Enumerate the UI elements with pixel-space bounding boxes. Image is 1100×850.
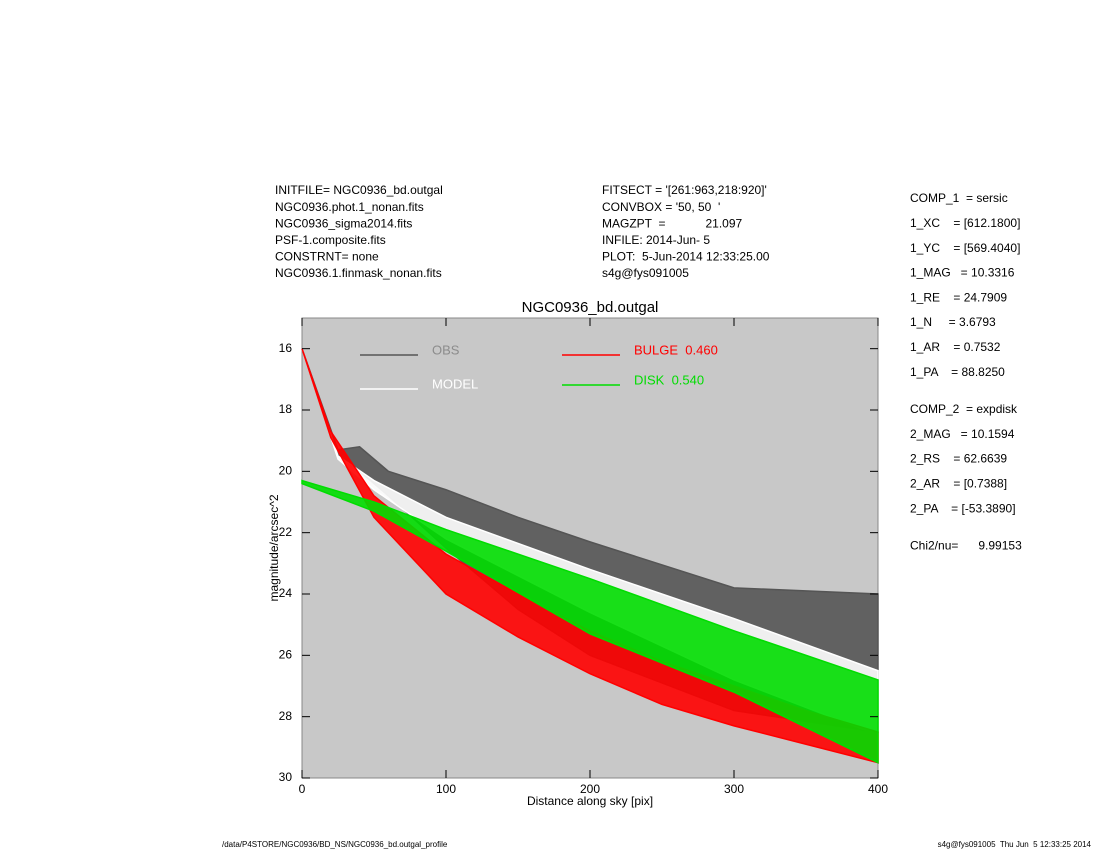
x-tick-label: 200: [580, 782, 600, 796]
y-tick-label: 30: [279, 770, 293, 784]
param-line: Chi2/nu= 9.99153: [910, 539, 1022, 553]
param-line: 1_MAG = 10.3316: [910, 266, 1015, 280]
param-line: 2_MAG = 10.1594: [910, 427, 1015, 441]
header-line: INITFILE= NGC0936_bd.outgal: [275, 183, 443, 197]
legend-label: BULGE 0.460: [634, 342, 718, 357]
header-line: NGC0936.phot.1_nonan.fits: [275, 200, 424, 214]
param-line: 1_XC = [612.1800]: [910, 216, 1020, 230]
y-tick-label: 22: [279, 525, 293, 539]
data-band: [301, 479, 879, 764]
header-line: NGC0936_sigma2014.fits: [275, 216, 412, 230]
footer-right: s4g@fys091005 Thu Jun 5 12:33:25 2014: [938, 840, 1092, 849]
legend-label: OBS: [432, 342, 460, 357]
param-line: 1_N = 3.6793: [910, 315, 996, 329]
param-line: COMP_1 = sersic: [910, 191, 1008, 205]
chart-title: NGC0936_bd.outgal: [522, 299, 659, 316]
param-line: 1_RE = 24.7909: [910, 290, 1007, 304]
param-line: 1_AR = 0.7532: [910, 340, 1001, 354]
legend-label: MODEL: [432, 376, 478, 391]
param-line: 1_PA = 88.8250: [910, 365, 1005, 379]
x-tick-label: 0: [299, 782, 306, 796]
x-tick-label: 100: [436, 782, 456, 796]
header-line: PLOT: 5-Jun-2014 12:33:25.00: [602, 250, 770, 264]
y-tick-label: 26: [279, 648, 293, 662]
y-tick-label: 16: [279, 341, 293, 355]
header-line: PSF-1.composite.fits: [275, 233, 386, 247]
param-line: COMP_2 = expdisk: [910, 402, 1018, 416]
header-line: MAGZPT = 21.097: [602, 216, 742, 230]
param-line: 2_RS = 62.6639: [910, 452, 1007, 466]
param-line: 2_PA = [-53.3890]: [910, 501, 1016, 515]
y-tick-label: 18: [279, 402, 293, 416]
y-tick-label: 28: [279, 709, 293, 723]
header-line: s4g@fys091005: [602, 266, 689, 280]
legend-label: DISK 0.540: [634, 372, 704, 387]
header-line: INFILE: 2014-Jun- 5: [602, 233, 710, 247]
header-line: CONSTRNT= none: [275, 250, 379, 264]
footer-left: /data/P4STORE/NGC0936/BD_NS/NGC0936_bd.o…: [222, 840, 448, 849]
header-line: FITSECT = '[261:963,218:920]': [602, 183, 767, 197]
x-axis-label: Distance along sky [pix]: [527, 794, 653, 808]
y-axis-label: magnitude/arcsec^2: [267, 494, 281, 601]
y-tick-label: 24: [279, 586, 293, 600]
x-tick-label: 400: [868, 782, 888, 796]
param-line: 2_AR = [0.7388]: [910, 476, 1007, 490]
x-tick-label: 300: [724, 782, 744, 796]
y-tick-label: 20: [279, 464, 293, 478]
param-line: 1_YC = [569.4040]: [910, 241, 1020, 255]
header-line: NGC0936.1.finmask_nonan.fits: [275, 266, 442, 280]
header-line: CONVBOX = '50, 50 ': [602, 200, 720, 214]
